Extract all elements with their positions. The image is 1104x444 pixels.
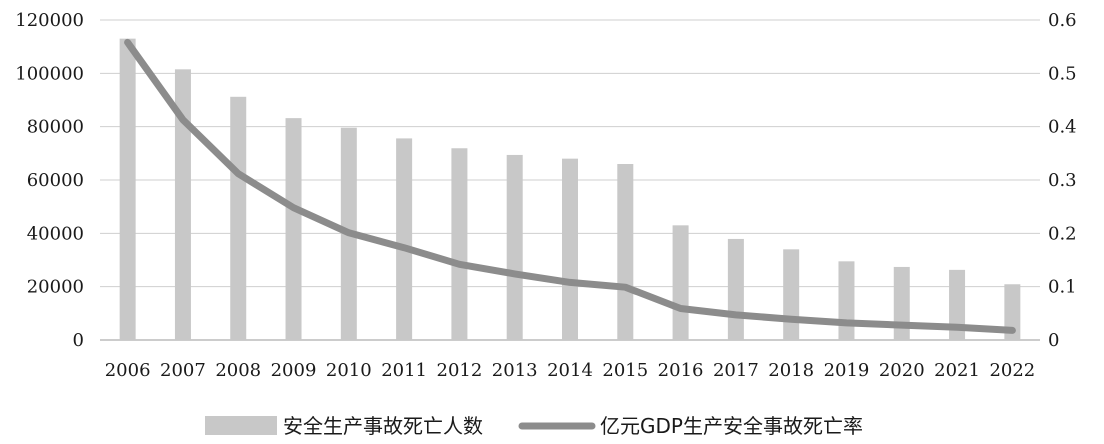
x-tick-label: 2014 [547,360,593,381]
x-tick-label: 2008 [215,360,261,381]
y-right-tick-label: 0.1 [1048,277,1077,298]
x-tick-label: 2006 [105,360,151,381]
bar [562,158,578,340]
bar [783,249,800,340]
legend-label-bar: 安全生产事故死亡人数 [283,414,483,438]
y-left-tick-label: 100000 [15,63,84,84]
bar [285,118,302,340]
bar [230,96,247,340]
bar [838,261,855,340]
x-tick-label: 2013 [492,360,538,381]
y-left-tick-label: 120000 [15,10,84,31]
y-right-tick-label: 0.5 [1048,63,1077,84]
y-right-tick-label: 0.3 [1048,170,1077,191]
x-axis: 2006 2007 2008 2009 2010 2011 2012 2013 2014 2015… [105,360,1036,381]
bar [119,38,136,341]
legend-swatch-bar [205,416,277,435]
y-right-tick-label: 0.6 [1048,10,1077,31]
x-tick-label: 2016 [658,360,704,381]
left-y-axis: 0 20000 40000 60000 80000 100000 120000 [15,10,84,351]
y-left-tick-label: 40000 [27,223,84,244]
x-tick-label: 2012 [437,360,483,381]
bar-series [119,38,1021,341]
x-tick-label: 2020 [879,360,925,381]
bar [617,164,634,340]
x-tick-label: 2015 [602,360,648,381]
x-tick-label: 2022 [989,360,1035,381]
y-right-tick-label: 0 [1048,330,1059,351]
bar [672,225,689,340]
bar [451,148,468,340]
x-tick-label: 2009 [271,360,317,381]
bar [727,238,744,340]
x-tick-label: 2021 [934,360,980,381]
right-y-axis: 0 0.1 0.2 0.3 0.4 0.5 0.6 [1048,10,1077,351]
bar [893,266,910,340]
series-line [124,38,1016,334]
bar [396,138,413,340]
y-right-tick-label: 0.2 [1048,223,1077,244]
bar [1004,284,1021,340]
legend: 安全生产事故死亡人数 亿元GDP生产安全事故死亡率 [205,414,863,438]
x-tick-label: 2010 [326,360,372,381]
x-tick-label: 2007 [160,360,206,381]
y-left-tick-label: 60000 [27,170,84,191]
bar [506,154,523,340]
line-series [124,38,1016,334]
bar [949,269,966,340]
legend-label-line: 亿元GDP生产安全事故死亡率 [600,414,863,438]
y-right-tick-label: 0.4 [1048,117,1077,138]
x-tick-label: 2011 [381,360,427,381]
bar [174,69,191,340]
x-tick-label: 2019 [824,360,870,381]
x-tick-label: 2018 [768,360,814,381]
y-left-tick-label: 0 [73,330,84,351]
y-left-tick-label: 20000 [27,277,84,298]
y-left-tick-label: 80000 [27,117,84,138]
x-tick-label: 2017 [713,360,759,381]
